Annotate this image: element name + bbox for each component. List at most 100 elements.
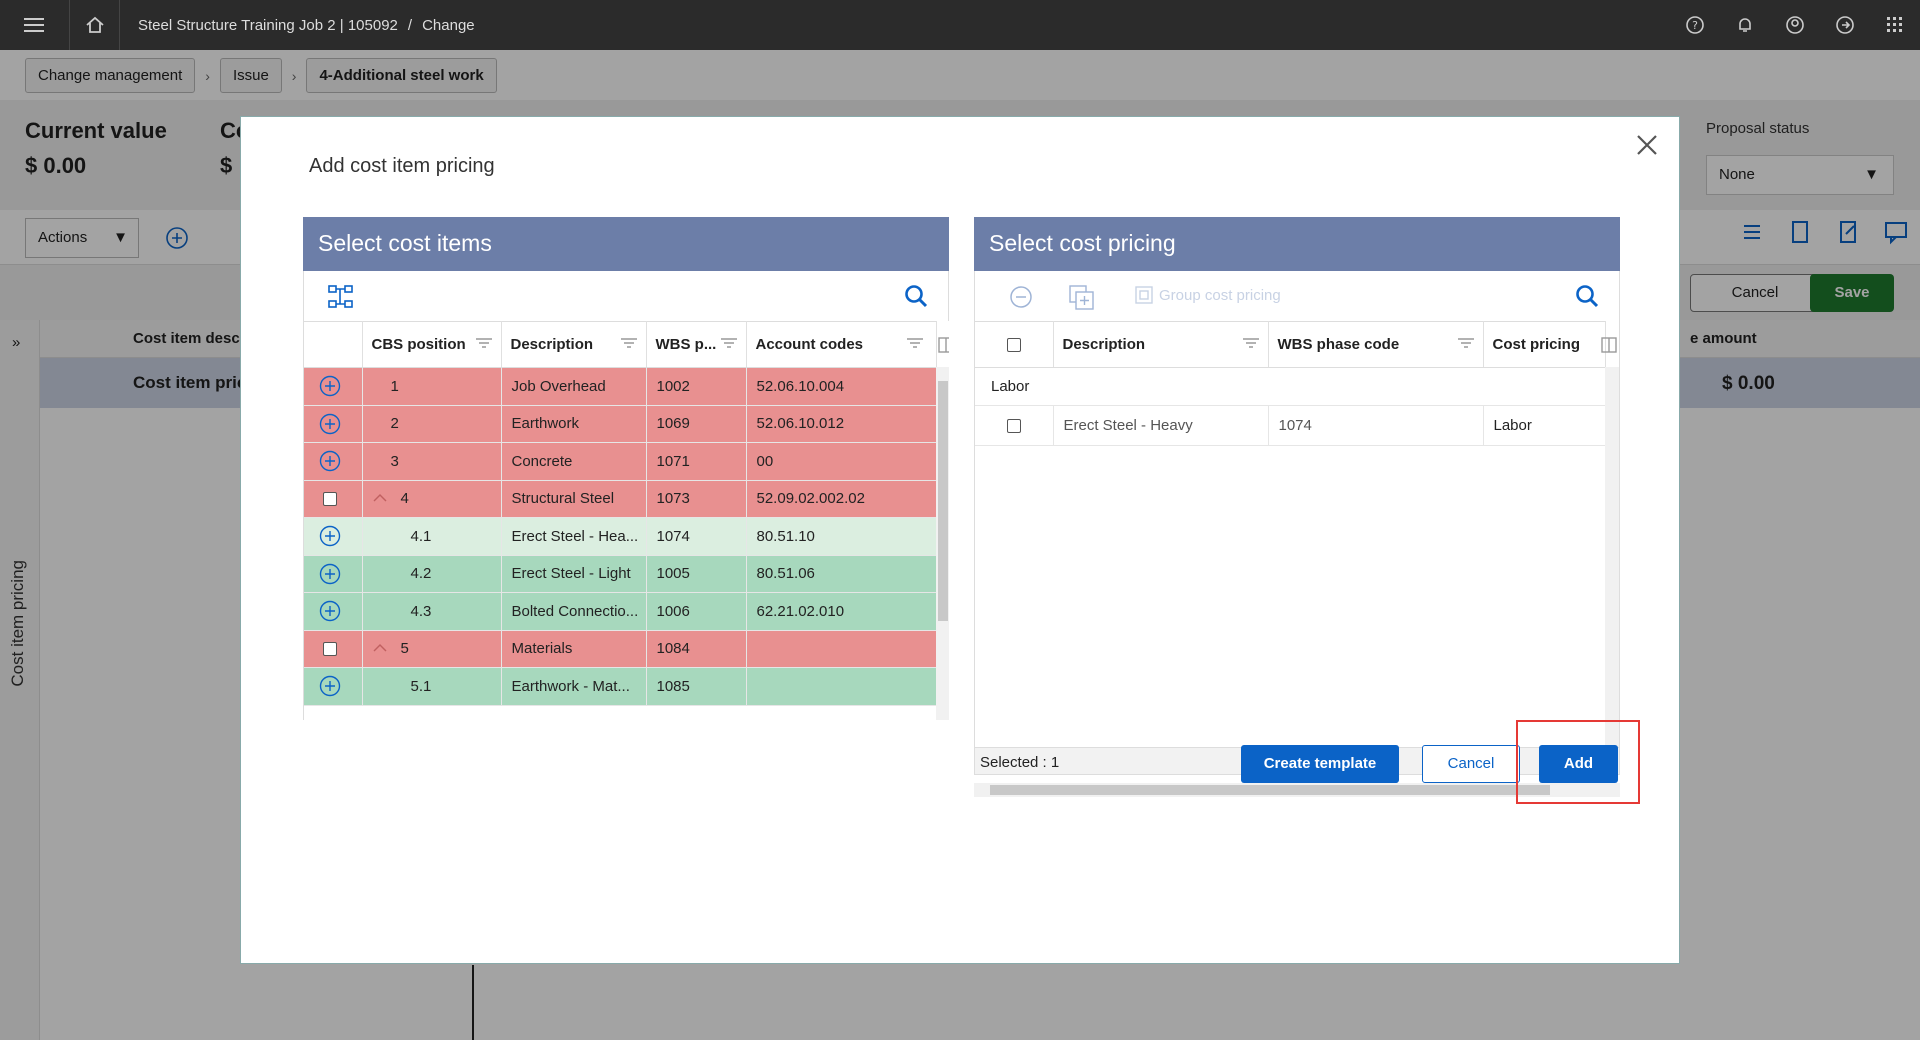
user-icon[interactable] <box>1770 0 1820 50</box>
help-icon[interactable]: ? <box>1670 0 1720 50</box>
breadcrumb-change-management[interactable]: Change management <box>25 58 196 93</box>
job-link[interactable]: Steel Structure Training Job 2 | 105092 <box>138 16 398 34</box>
column-header-description[interactable]: Description <box>1053 321 1269 368</box>
document-icon[interactable] <box>1786 218 1814 246</box>
proposal-status-select[interactable]: None ▼ <box>1706 155 1894 195</box>
row-checkbox[interactable] <box>1007 419 1021 434</box>
breadcrumb-separator: / <box>407 16 413 34</box>
breadcrumb-issue[interactable]: Issue <box>219 58 282 93</box>
column-header-account-codes[interactable]: Account codes <box>746 321 937 368</box>
actions-dropdown[interactable]: Actions ▼ <box>25 218 139 258</box>
row-description: Structural Steel <box>501 480 647 518</box>
row-wbs: 1085 <box>646 667 747 706</box>
group-row: Labor <box>975 367 1605 406</box>
table-row[interactable]: 5 Materials 1084 <box>304 630 937 668</box>
filter-icon[interactable] <box>1457 337 1475 349</box>
select-all-checkbox[interactable] <box>1007 338 1021 353</box>
select-cost-items-panel: Select cost items CBS position Descripti… <box>303 217 949 720</box>
create-template-button[interactable]: Create template <box>1241 745 1399 783</box>
filter-icon[interactable] <box>620 337 638 349</box>
remove-circle-icon <box>1009 285 1033 309</box>
panel-toolbar <box>303 271 949 321</box>
cancel-button[interactable]: Cancel <box>1422 745 1520 783</box>
scrollbar-thumb[interactable] <box>990 785 1550 795</box>
proposal-status-label: Proposal status <box>1706 120 1810 137</box>
row-control-cell <box>304 630 363 668</box>
filter-icon[interactable] <box>475 337 493 349</box>
filter-icon[interactable] <box>906 337 924 349</box>
row-cbs-position: 3 <box>362 442 502 481</box>
edit-document-icon[interactable] <box>1834 218 1862 246</box>
table-row[interactable]: 3 Concrete 1071 00 <box>304 442 937 481</box>
collapse-chevron-icon[interactable] <box>373 493 401 503</box>
row-description: Erect Steel - Hea... <box>501 517 647 556</box>
grid-header-description: Cost item descr <box>133 330 246 347</box>
row-account-codes <box>746 667 937 706</box>
add-cost-item-pricing-dialog: Add cost item pricing Select cost items … <box>240 116 1680 964</box>
add-row-icon[interactable] <box>319 375 341 397</box>
add-row-icon[interactable] <box>319 413 341 435</box>
table-row[interactable]: 1 Job Overhead 1002 52.06.10.004 <box>304 367 937 406</box>
chevron-right-icon: › <box>205 67 210 84</box>
collapse-chevron-icon[interactable] <box>373 643 401 653</box>
apps-grid-icon[interactable] <box>1870 0 1920 50</box>
svg-text:?: ? <box>1692 19 1698 32</box>
search-icon[interactable] <box>1575 284 1599 308</box>
add-row-icon[interactable] <box>319 525 341 547</box>
add-row-icon[interactable] <box>319 450 341 472</box>
add-row-icon[interactable] <box>319 600 341 622</box>
comment-icon[interactable] <box>1882 218 1910 246</box>
column-header-cbs-position[interactable]: CBS position <box>362 321 502 368</box>
column-chooser-icon[interactable] <box>1601 337 1617 353</box>
vertical-scrollbar[interactable] <box>936 367 949 720</box>
table-row[interactable]: 4.2 Erect Steel - Light 1005 80.51.06 <box>304 555 937 593</box>
column-header-wbs[interactable]: WBS p... <box>646 321 747 368</box>
row-cost-pricing: Labor <box>1483 405 1606 446</box>
search-icon[interactable] <box>904 284 928 308</box>
table-row[interactable]: 4.3 Bolted Connectio... 1006 62.21.02.010 <box>304 592 937 631</box>
bell-icon[interactable] <box>1720 0 1770 50</box>
list-icon[interactable] <box>1738 218 1766 246</box>
row-control-cell <box>304 555 363 593</box>
table-row[interactable]: 5.1 Earthwork - Mat... 1085 <box>304 667 937 706</box>
row-select-cell <box>975 405 1054 446</box>
add-button[interactable]: Add <box>1539 745 1618 783</box>
table-row[interactable]: 4.1 Erect Steel - Hea... 1074 80.51.10 <box>304 517 937 556</box>
row-checkbox[interactable] <box>323 492 337 507</box>
column-header-description[interactable]: Description <box>501 321 647 368</box>
row-account-codes: 52.09.02.002.02 <box>746 480 937 518</box>
filter-icon[interactable] <box>720 337 738 349</box>
table-row[interactable]: 4 Structural Steel 1073 52.09.02.002.02 <box>304 480 937 518</box>
horizontal-scrollbar[interactable] <box>974 783 1620 797</box>
current-value-label: Current value <box>25 118 167 143</box>
close-icon[interactable] <box>1631 129 1663 161</box>
row-control-cell <box>304 442 363 481</box>
top-bar: Steel Structure Training Job 2 | 105092 … <box>0 0 1920 50</box>
table-row[interactable]: Erect Steel - Heavy 1074 Labor <box>975 405 1606 446</box>
home-icon[interactable] <box>70 0 120 50</box>
logout-icon[interactable] <box>1820 0 1870 50</box>
table-row[interactable]: 2 Earthwork 1069 52.06.10.012 <box>304 405 937 443</box>
expand-panel-icon[interactable]: » <box>12 334 21 351</box>
add-row-icon[interactable] <box>319 675 341 697</box>
row-description: Erect Steel - Light <box>501 555 647 593</box>
caret-down-icon: ▼ <box>113 229 128 246</box>
row-wbs: 1084 <box>646 630 747 668</box>
page-save-button[interactable]: Save <box>1810 274 1894 312</box>
row-checkbox[interactable] <box>323 642 337 657</box>
current-value: $ 0.00 <box>25 153 87 178</box>
column-header-wbs-phase-code[interactable]: WBS phase code <box>1268 321 1484 368</box>
group-cost-pricing-label: Group cost pricing <box>1159 286 1281 304</box>
cbs-position-text: 5.1 <box>410 677 432 695</box>
menu-icon[interactable] <box>0 0 70 50</box>
column-chooser-icon[interactable] <box>938 337 949 353</box>
vertical-scrollbar[interactable] <box>1605 367 1619 747</box>
page-cancel-button[interactable]: Cancel <box>1690 274 1820 312</box>
add-circle-icon[interactable] <box>165 226 189 250</box>
hierarchy-icon[interactable] <box>328 285 354 309</box>
filter-icon[interactable] <box>1242 337 1260 349</box>
scrollbar-thumb[interactable] <box>938 381 948 621</box>
column-header-cost-pricing[interactable]: Cost pricing <box>1483 321 1606 368</box>
add-row-icon[interactable] <box>319 563 341 585</box>
select-all-header <box>975 321 1054 368</box>
